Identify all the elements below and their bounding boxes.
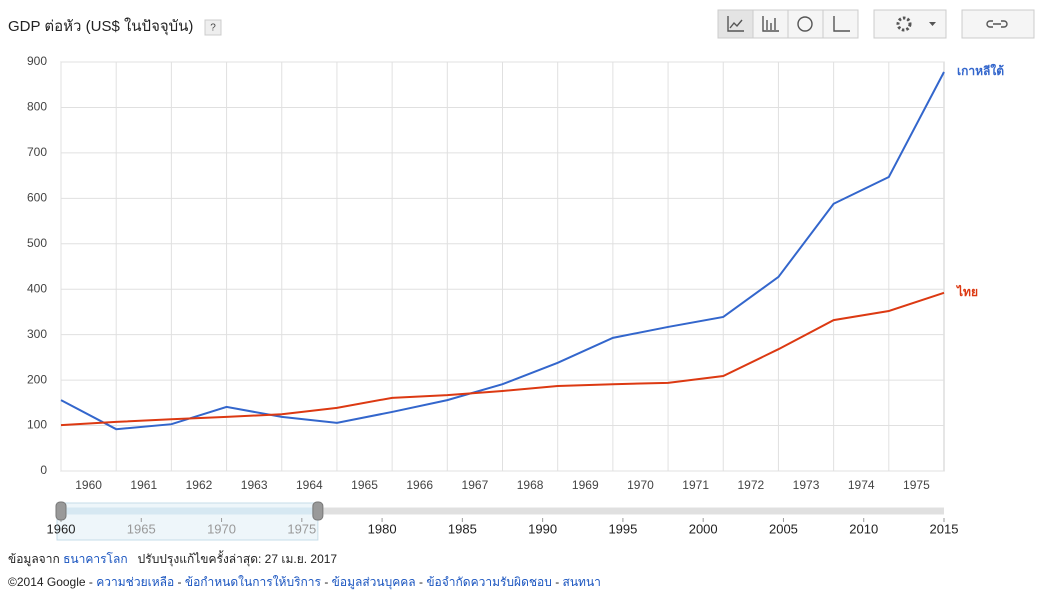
timeline-handle[interactable] [55, 501, 67, 521]
y-tick-label: 600 [27, 191, 47, 205]
y-tick-label: 100 [27, 418, 47, 432]
link-icon [986, 20, 1008, 28]
series-label: ไทย [955, 284, 978, 299]
timeline-label: 2015 [930, 521, 959, 536]
x-tick-label: 1975 [903, 478, 930, 492]
x-tick-label: 1966 [406, 478, 433, 492]
scatter-icon [833, 16, 850, 32]
scatter-button[interactable] [822, 9, 859, 39]
x-tick-label: 1963 [241, 478, 268, 492]
x-tick-label: 1970 [627, 478, 654, 492]
chart-type-toolbar [717, 9, 1035, 39]
x-tick-label: 1969 [572, 478, 599, 492]
copyright: ©2014 Google [8, 575, 86, 589]
dropdown-icon [929, 22, 936, 26]
series-line [60, 71, 945, 431]
gear-icon [896, 16, 912, 32]
footer-link[interactable]: ความช่วยเหลือ [96, 575, 175, 589]
x-tick-label: 1964 [296, 478, 323, 492]
x-tick-label: 1972 [737, 478, 764, 492]
y-tick-label: 500 [27, 236, 47, 250]
timeline-label: 1970 [207, 521, 236, 536]
chart-title: GDP ต่อหัว (US$ ในปัจจุบัน) [8, 17, 193, 36]
y-tick-label: 200 [27, 372, 47, 386]
help-button[interactable] [204, 19, 222, 36]
help-label: ? [210, 23, 216, 34]
line-icon [727, 16, 744, 32]
footer-link[interactable]: ข้อจำกัดความรับผิดชอบ [426, 575, 552, 589]
timeline-label: 2005 [769, 521, 798, 536]
y-tick-label: 0 [40, 463, 47, 477]
x-tick-label: 1974 [848, 478, 875, 492]
timeline-label: 2010 [849, 521, 878, 536]
source-line: ข้อมูลจาก ธนาคารโลก ปรับปรุงแก้ไขครั้งล่… [8, 550, 337, 569]
series-line [60, 291, 945, 427]
timeline-label: 1960 [47, 521, 76, 536]
bar-icon [762, 16, 779, 32]
x-tick-label: 1971 [682, 478, 709, 492]
y-tick-label: 700 [27, 145, 47, 159]
y-tick-label: 900 [27, 54, 47, 68]
y-tick-label: 800 [27, 100, 47, 114]
globe-icon [797, 16, 813, 32]
separator: - [177, 575, 182, 589]
x-tick-label: 1965 [351, 478, 378, 492]
updated: ปรับปรุงแก้ไขครั้งล่าสุด: 27 เม.ย. 2017 [137, 552, 338, 566]
timeline-label: 1990 [528, 521, 557, 536]
x-tick-label: 1973 [793, 478, 820, 492]
x-tick-label: 1960 [75, 478, 102, 492]
separator: - [88, 575, 93, 589]
timeline-label: 2000 [689, 521, 718, 536]
y-tick-label: 400 [27, 281, 47, 295]
separator: - [555, 575, 560, 589]
series-label: เกาหลีใต้ [957, 63, 1004, 78]
map-button[interactable] [787, 9, 824, 39]
separator: - [418, 575, 423, 589]
source-prefix: ข้อมูลจาก [8, 552, 60, 566]
y-tick-label: 300 [27, 327, 47, 341]
timeline-label: 1995 [608, 521, 637, 536]
timeline-label: 1980 [368, 521, 397, 536]
footer-link[interactable]: ข้อกำหนดในการให้บริการ [184, 575, 321, 589]
x-tick-label: 1962 [186, 478, 213, 492]
footer: ©2014 Google - ความช่วยเหลือ - ข้อกำหนดใ… [8, 573, 601, 592]
timeline-label: 1985 [448, 521, 477, 536]
footer-link[interactable]: ข้อมูลส่วนบุคคล [331, 575, 416, 589]
footer-link[interactable]: สนทนา [562, 575, 601, 589]
x-tick-label: 1961 [130, 478, 157, 492]
timeline-label: 1965 [127, 521, 156, 536]
source-link[interactable]: ธนาคารโลก [63, 552, 128, 566]
x-tick-label: 1968 [517, 478, 544, 492]
x-tick-label: 1967 [462, 478, 489, 492]
separator: - [324, 575, 329, 589]
timeline-label: 1975 [287, 521, 316, 536]
timeline-handle[interactable] [312, 501, 324, 521]
